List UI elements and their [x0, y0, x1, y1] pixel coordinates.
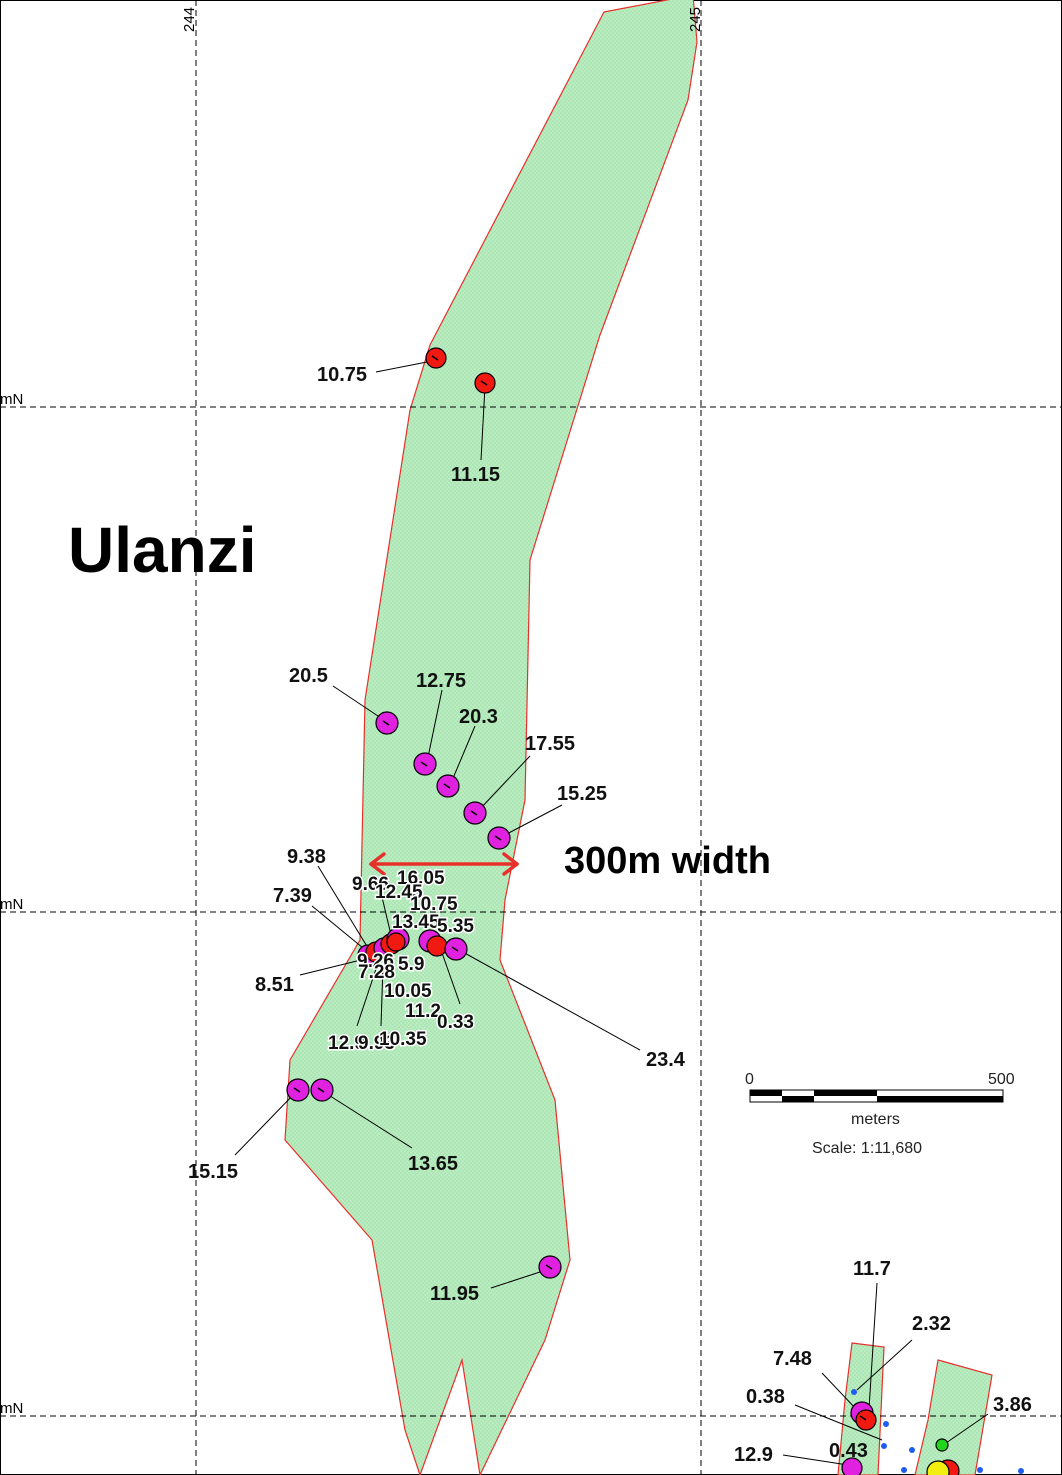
sample-point — [426, 935, 448, 957]
sample-labels: 10.75 11.15 20.5 12.75 20.3 17.55 15.25 … — [188, 364, 1032, 1466]
sample-label: 11.2 — [405, 1001, 441, 1022]
sample-label: 0.43 — [829, 1440, 868, 1462]
sample-label: 23.4 — [646, 1049, 686, 1071]
drill-direction-ticks — [293, 355, 867, 1421]
sample-label: 11.95 — [430, 1283, 479, 1305]
width-annotation: 300m width — [564, 840, 771, 882]
sample-label: 5.9 — [398, 954, 424, 975]
sample-label: 12.9 — [734, 1444, 773, 1466]
survey-point — [977, 1467, 983, 1473]
sample-label: 12.9 — [328, 1033, 365, 1054]
sample-label: 15.15 — [188, 1161, 238, 1183]
sample-label: 5.35 — [437, 916, 474, 937]
survey-point — [851, 1389, 857, 1395]
sample-label: 9.38 — [287, 846, 326, 868]
northing-label: mN — [0, 391, 23, 408]
sample-label: 16.05 — [397, 868, 445, 889]
sample-label: 7.48 — [773, 1348, 812, 1370]
survey-point — [901, 1467, 907, 1473]
northing-label: mN — [0, 896, 23, 913]
easting-label-245: 245 — [687, 7, 704, 32]
scale-end-label: 500 — [988, 1071, 1015, 1088]
survey-point — [1018, 1468, 1024, 1474]
sample-point — [386, 932, 406, 952]
sample-label: 15.25 — [557, 783, 607, 805]
sample-label: 17.55 — [525, 733, 575, 755]
sample-point — [926, 1460, 950, 1475]
sample-label: 12.75 — [416, 670, 466, 692]
scale-bar: 0 500 meters Scale: 1:11,680 — [745, 1071, 1015, 1157]
sample-label: 11.7 — [853, 1258, 891, 1280]
sample-label: 7.28 — [358, 962, 395, 983]
sample-label: 9.66 — [352, 874, 389, 895]
sample-label: 11.15 — [451, 464, 500, 486]
scale-unit-label: meters — [851, 1111, 900, 1128]
sample-label: 0.33 — [437, 1012, 474, 1033]
scale-start-label: 0 — [745, 1071, 754, 1088]
scale-ratio-label: Scale: 1:11,680 — [812, 1140, 922, 1157]
sample-label: 13.45 — [392, 912, 440, 933]
sample-label: 10.75 — [410, 894, 458, 915]
width-arrow — [369, 852, 519, 876]
sample-label: 20.3 — [459, 706, 498, 728]
map-title: Ulanzi — [68, 514, 256, 586]
sample-label: 10.35 — [379, 1029, 427, 1050]
sample-label: 8.51 — [255, 974, 294, 996]
sample-label: 10.05 — [384, 981, 432, 1002]
survey-point — [881, 1443, 887, 1449]
easting-label-244: 244 — [181, 7, 198, 32]
sample-point — [935, 1438, 949, 1452]
sample-label: 12.45 — [375, 882, 423, 903]
northing-label: mN — [0, 1400, 23, 1417]
sample-label: 13.65 — [408, 1153, 458, 1175]
sample-label: 7.39 — [273, 885, 312, 907]
mineralized-zone-main — [284, 0, 698, 1475]
survey-points — [851, 1389, 1024, 1474]
sample-label: 2.32 — [912, 1313, 951, 1335]
sample-label: 10.75 — [317, 364, 367, 386]
sample-label: 0.38 — [746, 1386, 785, 1408]
survey-point — [883, 1421, 889, 1427]
mineralized-zone-se-east — [914, 1359, 993, 1475]
sample-label: 20.5 — [289, 665, 328, 687]
sample-label: 9.26 — [357, 951, 394, 972]
sample-label: 3.86 — [993, 1394, 1032, 1416]
sample-label: 9.93 — [358, 1033, 395, 1054]
survey-point — [909, 1447, 915, 1453]
sample-point — [841, 1457, 863, 1475]
leader-lines — [234, 360, 989, 1466]
